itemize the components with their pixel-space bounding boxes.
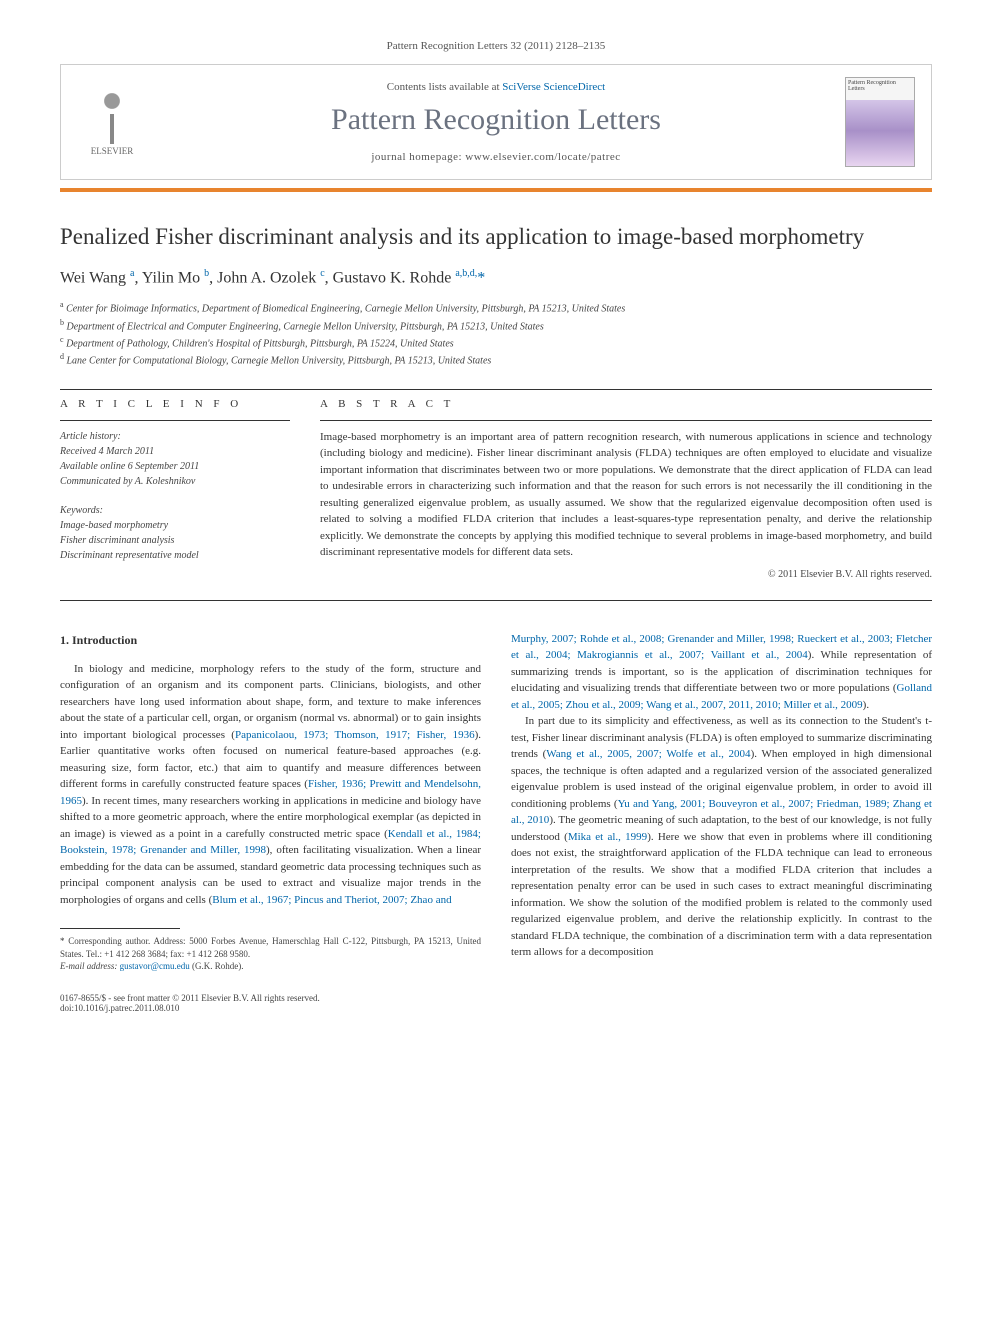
homepage-prefix: journal homepage: xyxy=(371,151,465,163)
body-text: ). xyxy=(863,699,869,711)
email-name: (G.K. Rohde). xyxy=(192,961,244,971)
email-link[interactable]: gustavor@cmu.edu xyxy=(120,961,190,971)
contents-prefix: Contents lists available at xyxy=(387,81,502,93)
intro-paragraph-1: In biology and medicine, morphology refe… xyxy=(60,661,481,909)
citation[interactable]: Papanicolaou, 1973; Thomson, 1917; Fishe… xyxy=(235,729,475,741)
affiliations: a Center for Bioimage Informatics, Depar… xyxy=(60,299,932,368)
sciverse-link[interactable]: SciVerse ScienceDirect xyxy=(502,81,605,93)
divider-bottom xyxy=(60,600,932,601)
footnote-corr: Corresponding author. Address: 5000 Forb… xyxy=(60,936,481,959)
history-received: Received 4 March 2011 xyxy=(60,444,290,459)
elsevier-text: ELSEVIER xyxy=(91,146,134,156)
body-text: ). Here we show that even in problems wh… xyxy=(511,831,932,959)
keyword: Discriminant representative model xyxy=(60,548,290,563)
authors: Wei Wang a, Yilin Mo b, John A. Ozolek c… xyxy=(60,268,932,287)
elsevier-logo: ELSEVIER xyxy=(77,82,147,162)
body-columns: 1. Introduction In biology and medicine,… xyxy=(60,631,932,973)
keywords-block: Keywords: Image-based morphometry Fisher… xyxy=(60,503,290,563)
keyword: Fisher discriminant analysis xyxy=(60,533,290,548)
keywords-label: Keywords: xyxy=(60,503,290,518)
article-info-heading: A R T I C L E I N F O xyxy=(60,398,290,410)
journal-title: Pattern Recognition Letters xyxy=(147,103,845,137)
affiliation: b Department of Electrical and Computer … xyxy=(60,317,932,334)
citation[interactable]: Mika et al., 1999 xyxy=(568,831,647,843)
column-right: Murphy, 2007; Rohde et al., 2008; Grenan… xyxy=(511,631,932,973)
abstract-text: Image-based morphometry is an important … xyxy=(320,429,932,561)
citation[interactable]: Wang et al., 2005, 2007; Wolfe et al., 2… xyxy=(546,748,750,760)
column-left: 1. Introduction In biology and medicine,… xyxy=(60,631,481,973)
article-title: Penalized Fisher discriminant analysis a… xyxy=(60,222,932,252)
affiliation: a Center for Bioimage Informatics, Depar… xyxy=(60,299,932,316)
section-1-heading: 1. Introduction xyxy=(60,631,481,649)
article-history: Article history: Received 4 March 2011 A… xyxy=(60,429,290,489)
footer-issn: 0167-8655/$ - see front matter © 2011 El… xyxy=(60,993,320,1003)
abstract-divider xyxy=(320,420,932,421)
journal-cover-thumbnail: Pattern Recognition Letters xyxy=(845,77,915,167)
citation[interactable]: Blum et al., 1967; Pincus and Theriot, 2… xyxy=(212,894,451,906)
affiliation: d Lane Center for Computational Biology,… xyxy=(60,351,932,368)
header-box: ELSEVIER Contents lists available at Sci… xyxy=(60,64,932,180)
journal-homepage: journal homepage: www.elsevier.com/locat… xyxy=(147,151,845,163)
footnote-star: * xyxy=(60,936,65,946)
history-communicated: Communicated by A. Koleshnikov xyxy=(60,474,290,489)
keyword: Image-based morphometry xyxy=(60,518,290,533)
history-label: Article history: xyxy=(60,429,290,444)
elsevier-tree-icon xyxy=(87,89,137,144)
homepage-url[interactable]: www.elsevier.com/locate/patrec xyxy=(465,151,620,163)
footer-doi: doi:10.1016/j.patrec.2011.08.010 xyxy=(60,1003,320,1013)
history-online: Available online 6 September 2011 xyxy=(60,459,290,474)
copyright-line: © 2011 Elsevier B.V. All rights reserved… xyxy=(320,569,932,580)
article-info-column: A R T I C L E I N F O Article history: R… xyxy=(60,398,290,580)
orange-divider-bar xyxy=(60,188,932,192)
cover-text: Pattern Recognition Letters xyxy=(848,80,896,92)
corresponding-author-footnote: * Corresponding author. Address: 5000 Fo… xyxy=(60,935,481,973)
footnote-separator xyxy=(60,928,180,929)
header-center: Contents lists available at SciVerse Sci… xyxy=(147,81,845,163)
info-divider-1 xyxy=(60,420,290,421)
journal-reference: Pattern Recognition Letters 32 (2011) 21… xyxy=(60,40,932,52)
contents-available: Contents lists available at SciVerse Sci… xyxy=(147,81,845,93)
intro-paragraph-2: In part due to its simplicity and effect… xyxy=(511,713,932,961)
email-label: E-mail address: xyxy=(60,961,117,971)
intro-paragraph-1-cont: Murphy, 2007; Rohde et al., 2008; Grenan… xyxy=(511,631,932,714)
abstract-column: A B S T R A C T Image-based morphometry … xyxy=(320,398,932,580)
divider-top xyxy=(60,389,932,390)
affiliation: c Department of Pathology, Children's Ho… xyxy=(60,334,932,351)
abstract-heading: A B S T R A C T xyxy=(320,398,932,410)
